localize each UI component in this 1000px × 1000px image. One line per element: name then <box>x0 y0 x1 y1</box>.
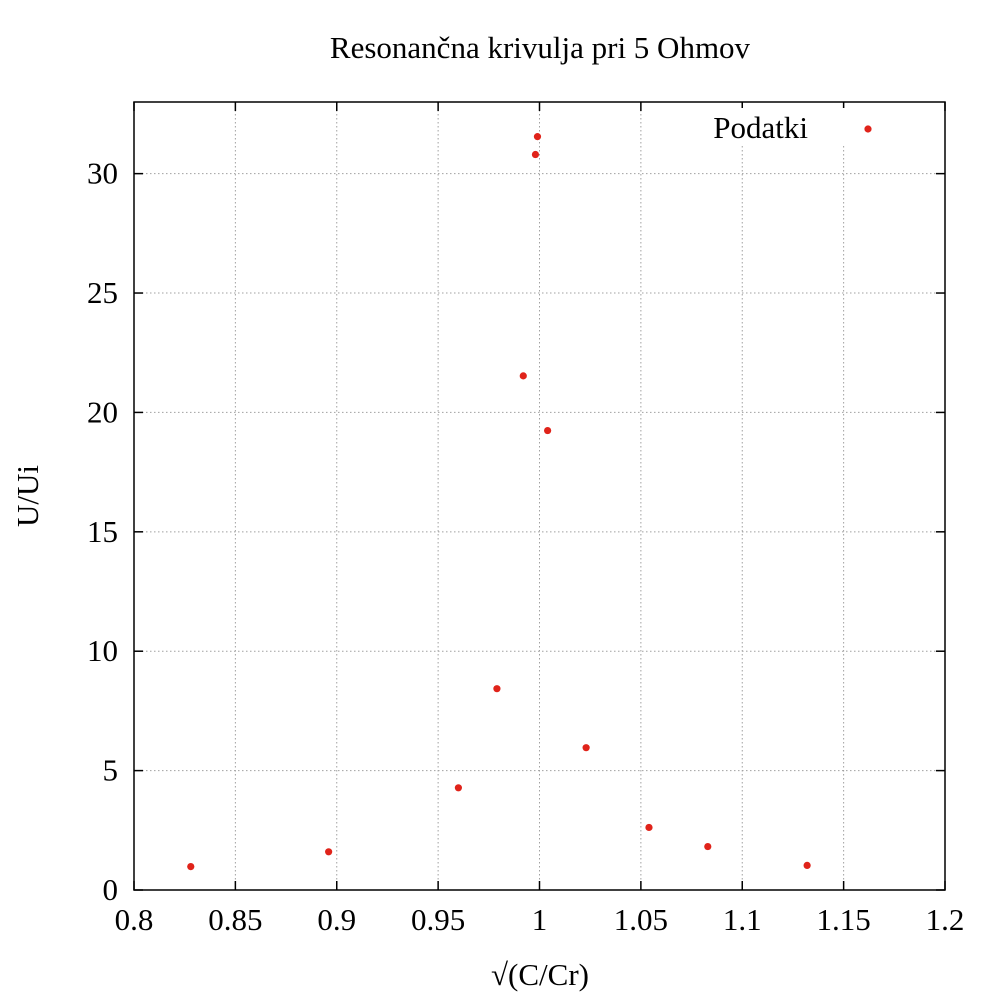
x-tick-labels: 0.8 0.85 0.9 0.95 1 1.05 1.1 1.15 1.2 <box>115 902 965 937</box>
x-tick-label: 1.1 <box>723 902 762 937</box>
y-tick-label: 15 <box>87 514 118 549</box>
x-tick-label: 1.2 <box>926 902 965 937</box>
y-tick-labels: 0 5 10 15 20 25 30 <box>87 156 118 907</box>
y-tick-label: 0 <box>103 872 119 907</box>
x-axis-label: √(C/Cr) <box>491 957 589 992</box>
x-tick-label: 1 <box>532 902 548 937</box>
y-tick-label: 10 <box>87 633 118 668</box>
x-tick-label: 1.15 <box>817 902 871 937</box>
x-tick-label: 0.9 <box>317 902 356 937</box>
data-point <box>803 861 811 870</box>
data-points <box>187 133 811 871</box>
grid <box>134 102 945 890</box>
data-point <box>531 150 540 159</box>
axis-ticks <box>133 102 946 891</box>
legend-marker <box>864 125 872 133</box>
data-point <box>493 685 501 693</box>
data-point <box>645 823 653 832</box>
x-tick-label: 0.95 <box>411 902 465 937</box>
y-axis-label: U/Ui <box>10 465 45 527</box>
data-point <box>582 744 590 752</box>
data-point <box>533 133 542 141</box>
y-tick-label: 20 <box>87 394 118 429</box>
plot-frame <box>133 101 946 891</box>
y-tick-label: 25 <box>87 275 118 310</box>
data-point <box>454 784 462 792</box>
data-point <box>325 848 333 856</box>
y-tick-label: 5 <box>103 753 119 788</box>
x-tick-label: 1.05 <box>614 902 668 937</box>
data-point <box>544 426 552 435</box>
legend: Podatki <box>690 108 940 146</box>
y-tick-label: 30 <box>87 156 118 191</box>
legend-background <box>690 108 940 146</box>
data-point <box>704 842 712 851</box>
x-tick-label: 0.8 <box>115 902 154 937</box>
chart-title: Resonančna krivulja pri 5 Ohmov <box>329 30 751 65</box>
legend-label: Podatki <box>713 110 808 145</box>
data-point <box>519 372 527 380</box>
data-point <box>187 862 195 871</box>
x-tick-label: 0.85 <box>208 902 262 937</box>
